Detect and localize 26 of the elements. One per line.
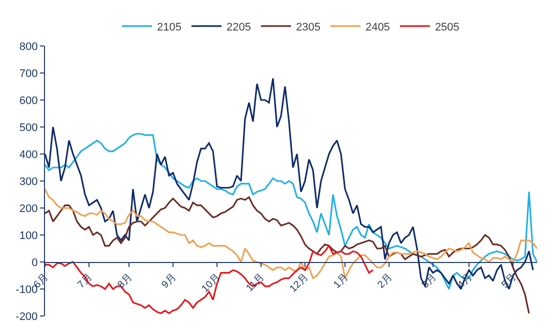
x-tick-label: 11月 [244,272,267,294]
y-tick-label: 700 [19,68,38,80]
legend-label: 2205 [226,21,251,34]
x-tick-label: 8月 [116,272,135,291]
y-tick-label: -200 [16,310,38,323]
x-tick-label: 3月 [420,272,439,291]
legend-label: 2505 [434,21,460,34]
x-tick-label: 10月 [200,272,223,295]
x-tick-label: 2月 [376,272,395,291]
y-tick-label: 800 [19,40,38,53]
y-tick-label: 300 [19,176,38,188]
x-tick-label: 1月 [332,272,351,291]
y-tick-label: 100 [19,230,38,242]
y-tick-label: 400 [19,148,38,161]
legend-label: 2305 [296,21,320,34]
x-tick-label: 9月 [160,272,179,291]
y-tick-label: 0 [32,256,38,269]
y-tick-label: 200 [19,202,38,215]
y-tick-label: 500 [19,122,38,134]
x-tick-label: 12月 [288,272,311,295]
x-tick-label: 4月 [456,272,475,291]
y-tick-label: 600 [19,94,38,107]
x-tick-label: 7月 [76,272,95,291]
legend-label: 2405 [365,21,390,34]
legend-label: 2105 [157,21,182,34]
x-tick-label: 5月 [500,272,519,291]
